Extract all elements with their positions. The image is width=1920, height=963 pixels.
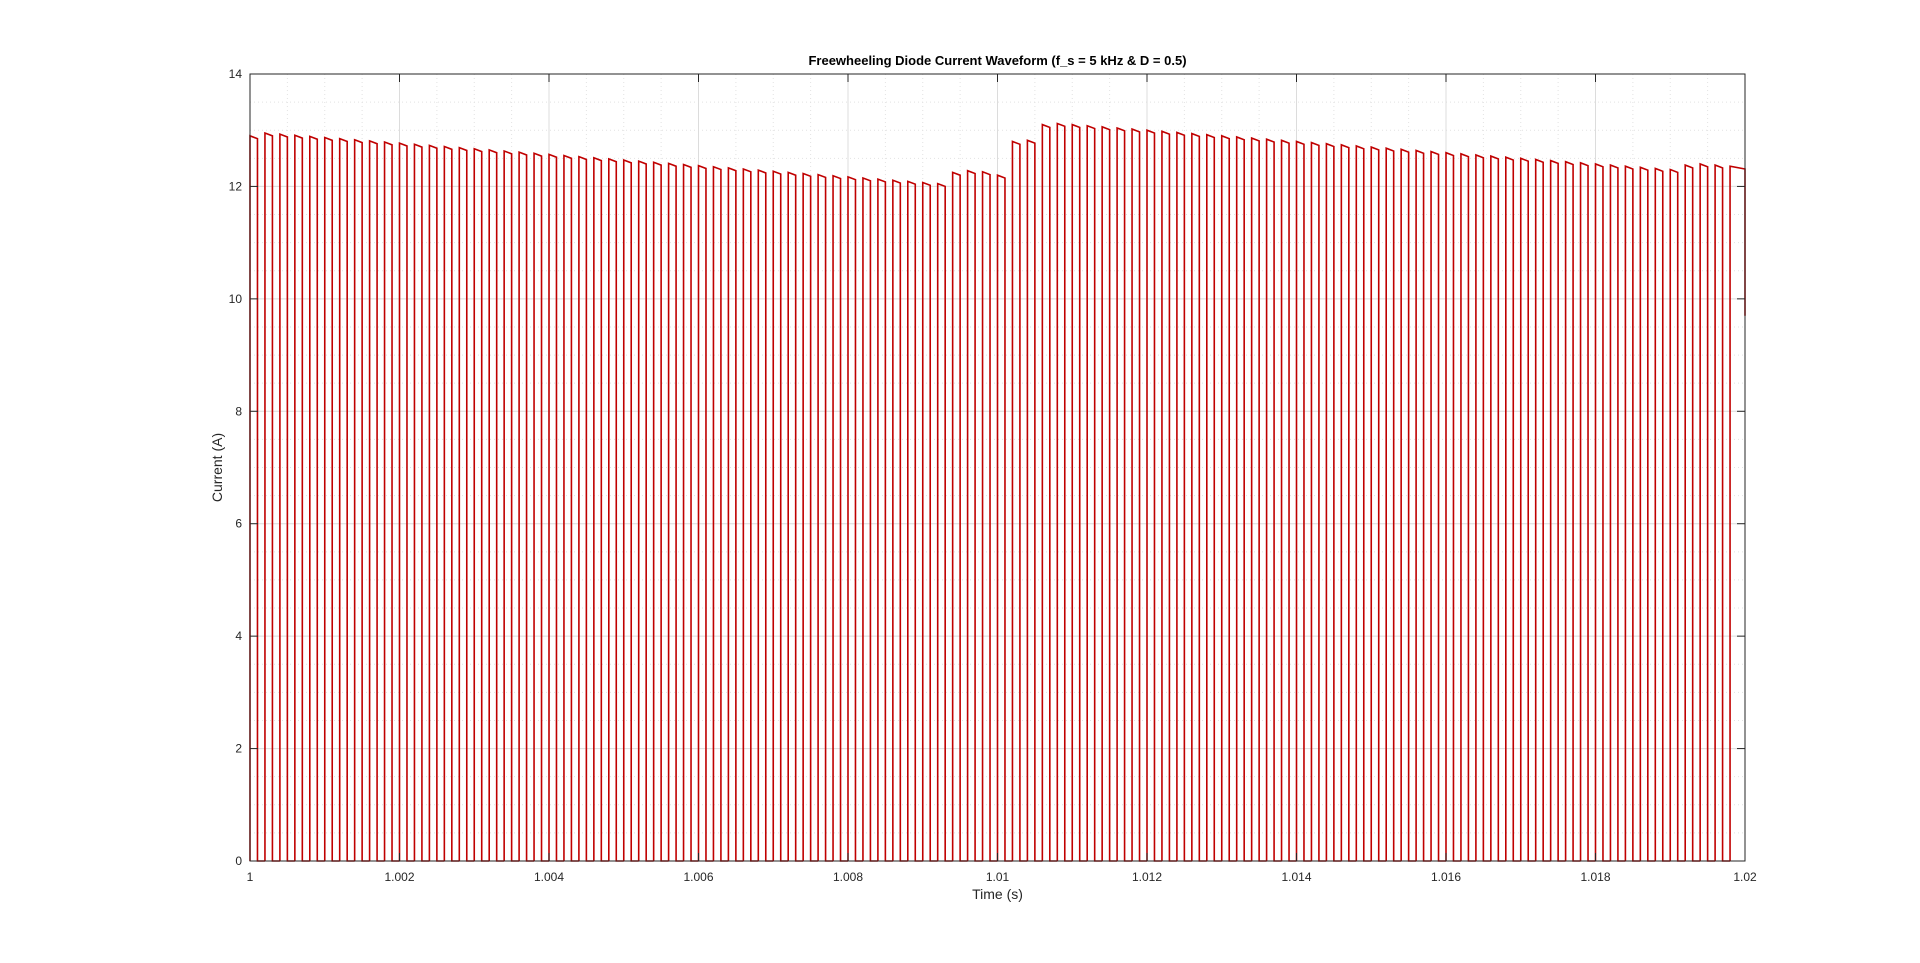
x-tick-label: 1.016 bbox=[1431, 870, 1461, 884]
tick-marks bbox=[249, 73, 1746, 862]
chart-title: Freewheeling Diode Current Waveform (f_s… bbox=[808, 53, 1186, 68]
x-tick-label: 1.014 bbox=[1281, 870, 1311, 884]
x-tick-label: 1 bbox=[247, 870, 254, 884]
y-tick-label: 8 bbox=[235, 404, 242, 418]
y-tick-label: 4 bbox=[235, 629, 242, 643]
x-tick-label: 1.008 bbox=[833, 870, 863, 884]
y-tick-label: 2 bbox=[235, 742, 242, 756]
y-tick-label: 0 bbox=[235, 854, 242, 868]
y-tick-label: 10 bbox=[229, 292, 243, 306]
x-tick-label: 1.006 bbox=[683, 870, 713, 884]
y-axis-label: Current (A) bbox=[209, 433, 225, 502]
x-tick-label: 1.018 bbox=[1580, 870, 1610, 884]
x-tick-label: 1.002 bbox=[384, 870, 414, 884]
x-tick-label: 1.02 bbox=[1733, 870, 1757, 884]
waveform-group bbox=[249, 122, 1746, 862]
y-tick-label: 6 bbox=[235, 517, 242, 531]
y-tick-label: 14 bbox=[229, 67, 243, 81]
y-tick-labels: 0 2 4 6 8 10 12 14 bbox=[229, 67, 243, 868]
x-tick-label: 1.004 bbox=[534, 870, 564, 884]
x-axis-label: Time (s) bbox=[972, 886, 1023, 902]
y-tick-label: 12 bbox=[229, 179, 243, 193]
x-tick-label: 1.01 bbox=[986, 870, 1010, 884]
x-tick-label: 1.012 bbox=[1132, 870, 1162, 884]
x-tick-labels: 1 1.002 1.004 1.006 1.008 1.01 1.012 1.014 1.016… bbox=[247, 870, 1757, 884]
